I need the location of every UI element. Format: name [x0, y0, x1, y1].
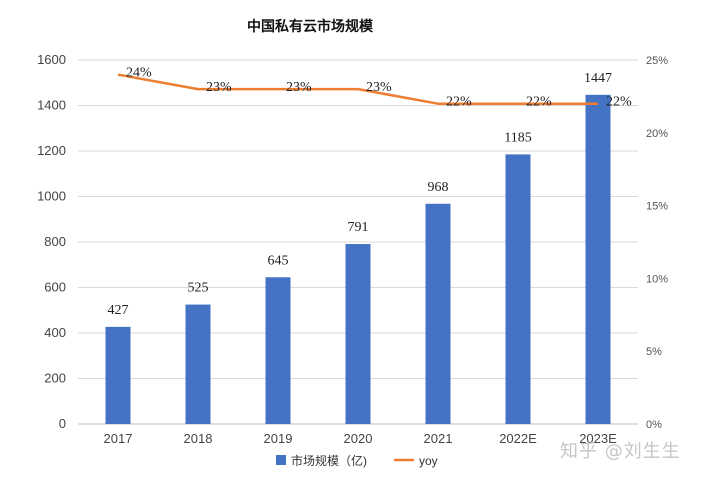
- y-right-tick-label: 15%: [646, 201, 668, 213]
- bar-data-label: 1185: [504, 130, 531, 145]
- y-left-tick-label: 1200: [37, 143, 66, 158]
- bar: [425, 203, 451, 424]
- y-right-tick-label: 25%: [646, 55, 668, 67]
- x-tick-label: 2021: [424, 431, 453, 446]
- watermark: 知乎 @刘生生: [560, 441, 681, 462]
- bar: [105, 326, 131, 424]
- yoy-data-label: 22%: [446, 95, 472, 110]
- y-left-tick-label: 1000: [37, 189, 66, 204]
- bar: [505, 154, 531, 424]
- x-tick-label: 2022E: [499, 431, 537, 446]
- bar-data-label: 1447: [584, 71, 612, 86]
- yoy-data-label: 23%: [286, 80, 312, 95]
- bar: [345, 244, 371, 424]
- chart-title: 中国私有云市场规模: [247, 19, 373, 35]
- y-left-tick-label: 1400: [37, 98, 66, 113]
- bar: [265, 277, 291, 424]
- yoy-line: [117, 73, 598, 105]
- yoy-data-label: 23%: [366, 80, 392, 95]
- y-left-tick-label: 200: [44, 371, 66, 386]
- x-tick-label: 2017: [104, 431, 133, 446]
- legend-line-label: yoy: [419, 454, 438, 468]
- x-tick-label: 2020: [344, 431, 373, 446]
- yoy-data-label: 24%: [126, 66, 152, 81]
- legend-bar-label: 市场规模（亿): [291, 453, 367, 468]
- bar-data-label: 968: [428, 180, 449, 195]
- x-tick-label: 2018: [184, 431, 213, 446]
- y-left-tick-label: 400: [44, 325, 66, 340]
- y-left-tick-label: 600: [44, 280, 66, 295]
- x-tick-label: 2019: [264, 431, 293, 446]
- y-left-tick-label: 800: [44, 234, 66, 249]
- bar: [185, 304, 211, 424]
- bar-data-label: 791: [348, 220, 369, 235]
- yoy-data-label: 23%: [206, 80, 232, 95]
- yoy-data-label: 22%: [526, 95, 552, 110]
- x-tick-label: 2023E: [579, 431, 617, 446]
- bar: [585, 94, 611, 425]
- y-left-tick-label: 0: [59, 416, 66, 431]
- yoy-data-label: 22%: [606, 95, 632, 110]
- y-right-tick-label: 0%: [646, 419, 662, 431]
- bar-data-label: 427: [108, 303, 129, 318]
- legend-bar-swatch: [276, 455, 286, 465]
- y-right-tick-label: 20%: [646, 128, 668, 140]
- y-right-tick-label: 5%: [646, 346, 662, 358]
- y-left-tick-label: 1600: [37, 52, 66, 67]
- bar-data-label: 645: [268, 253, 289, 268]
- y-right-tick-label: 10%: [646, 273, 668, 285]
- bar-data-label: 525: [188, 281, 209, 296]
